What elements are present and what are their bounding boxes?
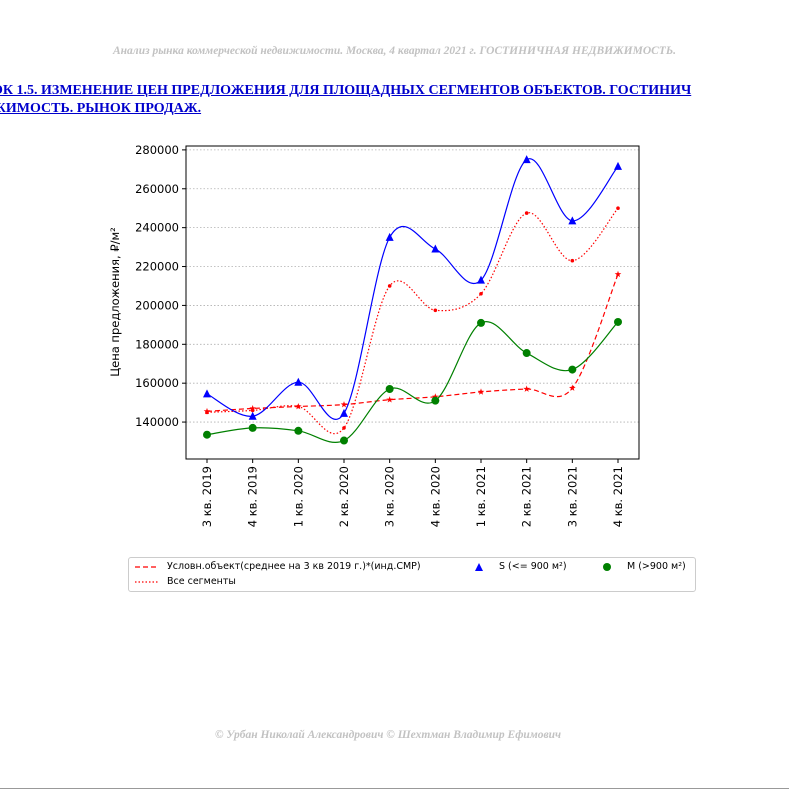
data-point-s-segment: [431, 244, 440, 253]
legend-label-cond-object: Условн.объект(среднее на 3 кв 2019 г.)*(…: [167, 561, 421, 572]
triangle-marker-icon: [467, 562, 491, 572]
legend-label-all-segments: Все сегменты: [167, 576, 236, 587]
y-tick-label: 140000: [135, 415, 179, 429]
data-point-s-segment: [522, 155, 531, 164]
data-point-cond-object: [523, 385, 530, 392]
data-point-all-segments: [524, 211, 529, 215]
series-line-all-segments: [206, 207, 619, 435]
data-point-cond-object: [340, 401, 348, 408]
data-point-all-segments: [616, 206, 620, 211]
legend-key-dashed: [135, 562, 159, 572]
data-point-cond-object: [477, 388, 485, 395]
data-point-cond-object: [386, 396, 393, 403]
plot-area: [186, 146, 639, 459]
data-point-m-segment: [522, 349, 531, 358]
x-axis-ticks: 3 кв. 2019 4 кв. 2019 1 кв. 2020 2 кв. 2020…: [200, 459, 625, 527]
data-point-all-segments: [205, 410, 209, 415]
data-point-m-segment: [203, 430, 211, 439]
x-tick-label: 3 кв. 2020: [383, 466, 397, 527]
data-point-m-segment: [340, 436, 348, 445]
data-point-m-segment: [431, 396, 440, 405]
legend-item-cond-object: Условн.объект(среднее на 3 кв 2019 г.)*(…: [135, 561, 421, 572]
data-point-m-segment: [477, 318, 485, 327]
series-line-m-segment: [206, 321, 619, 443]
page-header: Анализ рынка коммерческой недвижимости. …: [112, 45, 676, 57]
series-line-cond-object: [206, 274, 619, 412]
data-point-all-segments: [342, 426, 346, 430]
data-point-all-segments: [433, 308, 438, 313]
chart-legend: Условн.объект(среднее на 3 кв 2019 г.)*(…: [128, 557, 696, 592]
figure-heading-line1: ОК 1.5. ИЗМЕНЕНИЕ ЦЕН ПРЕДЛОЖЕНИЯ ДЛЯ ПЛ…: [0, 83, 692, 98]
y-axis-label: Цена предложения, ₽/м²: [108, 227, 122, 377]
data-point-s-segment: [294, 377, 303, 386]
data-point-cond-object: [249, 404, 256, 412]
legend-item-m: M (>900 м²): [595, 561, 686, 572]
figure-heading[interactable]: ОК 1.5. ИЗМЕНЕНИЕ ЦЕН ПРЕДЛОЖЕНИЯ ДЛЯ ПЛ…: [0, 82, 789, 118]
bottom-divider: [0, 788, 789, 789]
legend-label-s: S (<= 900 м²): [499, 561, 567, 572]
data-point-m-segment: [294, 426, 303, 435]
page-footer: © Урбан Николай Александрович © Шехтман …: [214, 729, 562, 741]
x-tick-label: 3 кв. 2021: [565, 466, 579, 527]
data-point-m-segment: [385, 385, 394, 394]
x-tick-label: 2 кв. 2020: [337, 466, 351, 527]
x-tick-label: 3 кв. 2019: [200, 466, 214, 527]
y-tick-label: 180000: [135, 337, 179, 351]
x-tick-label: 4 кв. 2021: [611, 466, 625, 527]
data-point-s-segment: [340, 408, 348, 417]
plot-frame: [185, 145, 640, 460]
y-tick-label: 200000: [135, 298, 179, 312]
data-point-cond-object: [569, 384, 576, 391]
data-point-all-segments: [250, 408, 255, 413]
data-point-s-segment: [568, 216, 577, 225]
series-curves: [206, 158, 619, 443]
data-point-all-segments: [479, 291, 483, 296]
y-axis-ticks: 140000 160000 180000 200000 220000 240000 2600…: [135, 143, 186, 429]
figure-heading-line2: ЖИМОСТЬ. РЫНОК ПРОДАЖ.: [0, 101, 202, 116]
series-markers: [203, 155, 622, 445]
y-tick-label: 260000: [135, 182, 179, 196]
legend-item-s: S (<= 900 м²): [467, 561, 567, 572]
data-point-cond-object: [614, 270, 622, 278]
legend-item-all-segments: Все сегменты: [135, 576, 236, 587]
y-tick-label: 160000: [135, 376, 179, 390]
series-line-s-segment: [206, 158, 619, 420]
data-point-all-segments: [387, 284, 392, 288]
data-point-s-segment: [248, 411, 257, 420]
x-tick-label: 2 кв. 2021: [520, 466, 534, 527]
data-point-m-segment: [568, 365, 577, 374]
legend-label-m: M (>900 м²): [627, 561, 686, 572]
data-point-cond-object: [432, 393, 439, 400]
y-tick-label: 240000: [135, 221, 179, 235]
y-tick-label: 280000: [135, 143, 179, 157]
y-tick-label: 220000: [135, 260, 179, 274]
data-point-s-segment: [614, 161, 622, 170]
x-tick-label: 4 кв. 2019: [246, 466, 260, 527]
data-point-all-segments: [296, 404, 301, 409]
data-point-all-segments: [570, 258, 575, 263]
legend-key-dotted: [135, 577, 159, 587]
x-tick-label: 1 кв. 2021: [474, 466, 488, 527]
data-point-s-segment: [203, 389, 211, 398]
x-tick-label: 4 кв. 2020: [428, 466, 442, 527]
data-point-s-segment: [385, 232, 394, 241]
data-point-m-segment: [614, 317, 622, 326]
x-tick-label: 1 кв. 2020: [291, 466, 305, 527]
data-point-s-segment: [477, 275, 485, 284]
data-point-m-segment: [248, 423, 257, 432]
circle-marker-icon: [595, 562, 619, 572]
